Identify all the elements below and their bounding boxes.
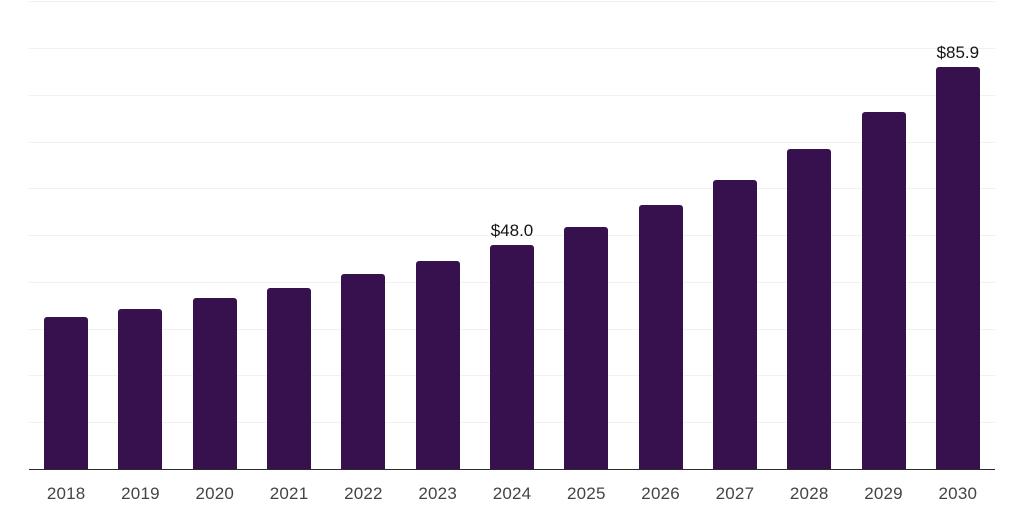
gridline bbox=[29, 94, 995, 96]
gridline bbox=[29, 141, 995, 143]
x-tick-2024: 2024 bbox=[492, 484, 532, 503]
x-tick-2019: 2019 bbox=[121, 484, 160, 503]
value-label-2030: $85.9 bbox=[936, 43, 980, 63]
bar-2023 bbox=[415, 260, 460, 469]
x-tick-2030: 2030 bbox=[938, 484, 978, 503]
gridline bbox=[29, 1, 995, 3]
bar-2020 bbox=[192, 298, 237, 469]
bar-2029 bbox=[861, 111, 906, 469]
bar-2019 bbox=[118, 308, 163, 469]
x-tick-2022: 2022 bbox=[344, 484, 383, 503]
x-tick-2023: 2023 bbox=[418, 484, 457, 503]
bar-2018 bbox=[44, 316, 89, 469]
bar-2030 bbox=[935, 67, 980, 469]
bar-2027 bbox=[712, 180, 757, 469]
bar-2022 bbox=[341, 273, 386, 469]
bar-2021 bbox=[267, 287, 312, 469]
x-tick-2020: 2020 bbox=[195, 484, 235, 503]
bar-2028 bbox=[787, 149, 832, 469]
value-label-2024: $48.0 bbox=[490, 220, 534, 240]
x-tick-2025: 2025 bbox=[566, 484, 606, 503]
x-tick-2027: 2027 bbox=[715, 484, 755, 503]
bar-2024 bbox=[490, 244, 534, 469]
x-tick-2029: 2029 bbox=[864, 484, 903, 503]
x-tick-2018: 2018 bbox=[46, 484, 86, 503]
x-tick-2021: 2021 bbox=[269, 484, 309, 503]
bar-2026 bbox=[638, 204, 683, 469]
x-tick-2026: 2026 bbox=[641, 484, 680, 503]
gridline bbox=[29, 235, 995, 237]
x-tick-2028: 2028 bbox=[789, 484, 829, 503]
bar-2025 bbox=[564, 226, 609, 469]
gridline bbox=[29, 188, 995, 190]
x-axis-line bbox=[29, 469, 995, 471]
gridline bbox=[29, 48, 995, 50]
